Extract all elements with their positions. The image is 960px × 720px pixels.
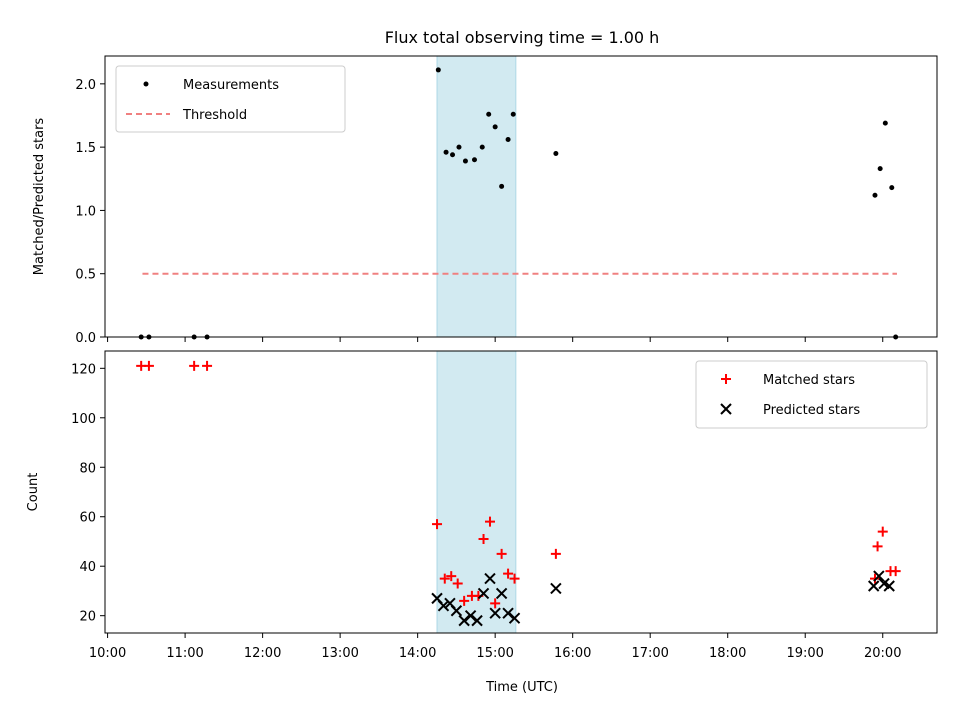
x-tick-label: 13:00 xyxy=(321,646,358,661)
y-tick-label: 120 xyxy=(71,362,96,377)
measurement-point xyxy=(872,192,878,198)
measurement-point xyxy=(450,152,456,158)
matched-star-point xyxy=(890,566,901,577)
measurement-point xyxy=(456,144,462,150)
measurement-point xyxy=(877,166,883,172)
predicted-star-point xyxy=(489,607,501,619)
legend-marker-predicted xyxy=(720,403,732,415)
predicted-star-point xyxy=(502,607,514,619)
legend-label-predicted: Predicted stars xyxy=(763,403,860,418)
top-legend: Measurements Threshold xyxy=(115,65,346,133)
bottom-y-axis-label: Count xyxy=(26,473,41,512)
y-tick-label: 0.5 xyxy=(75,268,96,283)
top-y-axis-label: Matched/Predicted stars xyxy=(32,118,47,276)
matched-star-point xyxy=(496,548,507,559)
predicted-star-point xyxy=(450,605,463,617)
predicted-star-point xyxy=(477,587,490,600)
measurement-point xyxy=(486,111,492,117)
predicted-star-point xyxy=(437,600,450,612)
matched-star-point xyxy=(872,541,883,552)
matched-star-point xyxy=(459,595,470,606)
predicted-star-point xyxy=(867,580,880,592)
predicted-star-point xyxy=(471,614,483,627)
x-tick-label: 20:00 xyxy=(864,646,901,661)
measurement-point xyxy=(510,111,516,117)
y-tick-label: 100 xyxy=(71,412,96,427)
highlight-span xyxy=(436,55,517,338)
measurement-point xyxy=(889,185,895,191)
legend-marker-matched xyxy=(721,374,731,384)
x-tick-label: 19:00 xyxy=(786,646,823,661)
measurement-point xyxy=(435,67,441,73)
x-tick-label: 10:00 xyxy=(89,646,126,661)
bottom-legend-frame xyxy=(695,360,928,429)
matched-star-point xyxy=(432,519,443,530)
predicted-star-point xyxy=(495,587,508,600)
matched-star-point xyxy=(877,526,888,537)
x-tick-label: 11:00 xyxy=(166,646,203,661)
measurement-point xyxy=(882,120,888,126)
y-tick-label: 60 xyxy=(79,511,96,526)
predicted-star-point xyxy=(484,572,496,585)
y-tick-label: 20 xyxy=(79,610,96,625)
matched-star-point xyxy=(446,571,457,582)
x-tick-label: 16:00 xyxy=(554,646,591,661)
y-tick-label: 0.0 xyxy=(75,331,96,346)
predicted-star-point xyxy=(464,609,477,622)
legend-marker-measurements xyxy=(143,81,149,87)
predicted-star-point xyxy=(883,580,895,592)
top-legend-frame xyxy=(115,65,346,133)
matched-star-point xyxy=(202,360,213,371)
matched-star-point xyxy=(490,598,501,609)
x-axis-label: Time (UTC) xyxy=(485,680,558,695)
top-panel: 0.00.51.01.52.0 Matched/Predicted stars … xyxy=(32,55,938,346)
matched-star-point xyxy=(143,360,154,371)
x-tick-label: 18:00 xyxy=(709,646,746,661)
matched-star-point xyxy=(189,360,200,371)
measurement-point xyxy=(462,158,468,164)
y-tick-label: 40 xyxy=(79,560,96,575)
legend-label-threshold: Threshold xyxy=(182,108,247,123)
measurement-point xyxy=(492,124,498,130)
x-tick-label: 15:00 xyxy=(476,646,513,661)
matched-star-point xyxy=(439,573,450,584)
y-tick-label: 1.0 xyxy=(75,204,96,219)
predicted-star-point xyxy=(873,570,885,582)
measurement-point xyxy=(443,149,449,155)
x-tick-label: 14:00 xyxy=(399,646,436,661)
x-tick-label: 12:00 xyxy=(244,646,281,661)
y-tick-label: 2.0 xyxy=(75,78,96,93)
plot-frame xyxy=(104,350,938,634)
measurement-point xyxy=(479,144,485,150)
y-tick-label: 80 xyxy=(79,461,96,476)
predicted-star-point xyxy=(550,582,562,595)
y-tick-label: 1.5 xyxy=(75,141,96,156)
chart-title: Flux total observing time = 1.00 h xyxy=(385,28,660,47)
x-tick-label: 17:00 xyxy=(631,646,668,661)
matched-star-point xyxy=(452,578,463,589)
legend-label-matched: Matched stars xyxy=(763,373,855,388)
bottom-panel: 20 40 60 80 100 120 10:00 11:00 12:00 13:00 14:00 1… xyxy=(26,350,938,695)
bottom-legend: Matched stars Predicted stars xyxy=(695,360,928,429)
measurement-point xyxy=(499,183,505,189)
predicted-star-point xyxy=(508,612,521,624)
matched-star-point xyxy=(550,548,561,559)
matched-star-point xyxy=(478,534,489,544)
plot-frame xyxy=(104,55,938,338)
predicted-star-point xyxy=(458,614,470,627)
matched-star-point xyxy=(484,516,495,527)
highlight-span xyxy=(436,350,517,634)
matched-star-point xyxy=(509,573,520,584)
measurement-point xyxy=(471,157,477,163)
measurement-point xyxy=(553,150,559,156)
legend-label-measurements: Measurements xyxy=(183,78,279,93)
matched-star-point xyxy=(503,568,514,579)
measurement-point xyxy=(505,137,511,143)
